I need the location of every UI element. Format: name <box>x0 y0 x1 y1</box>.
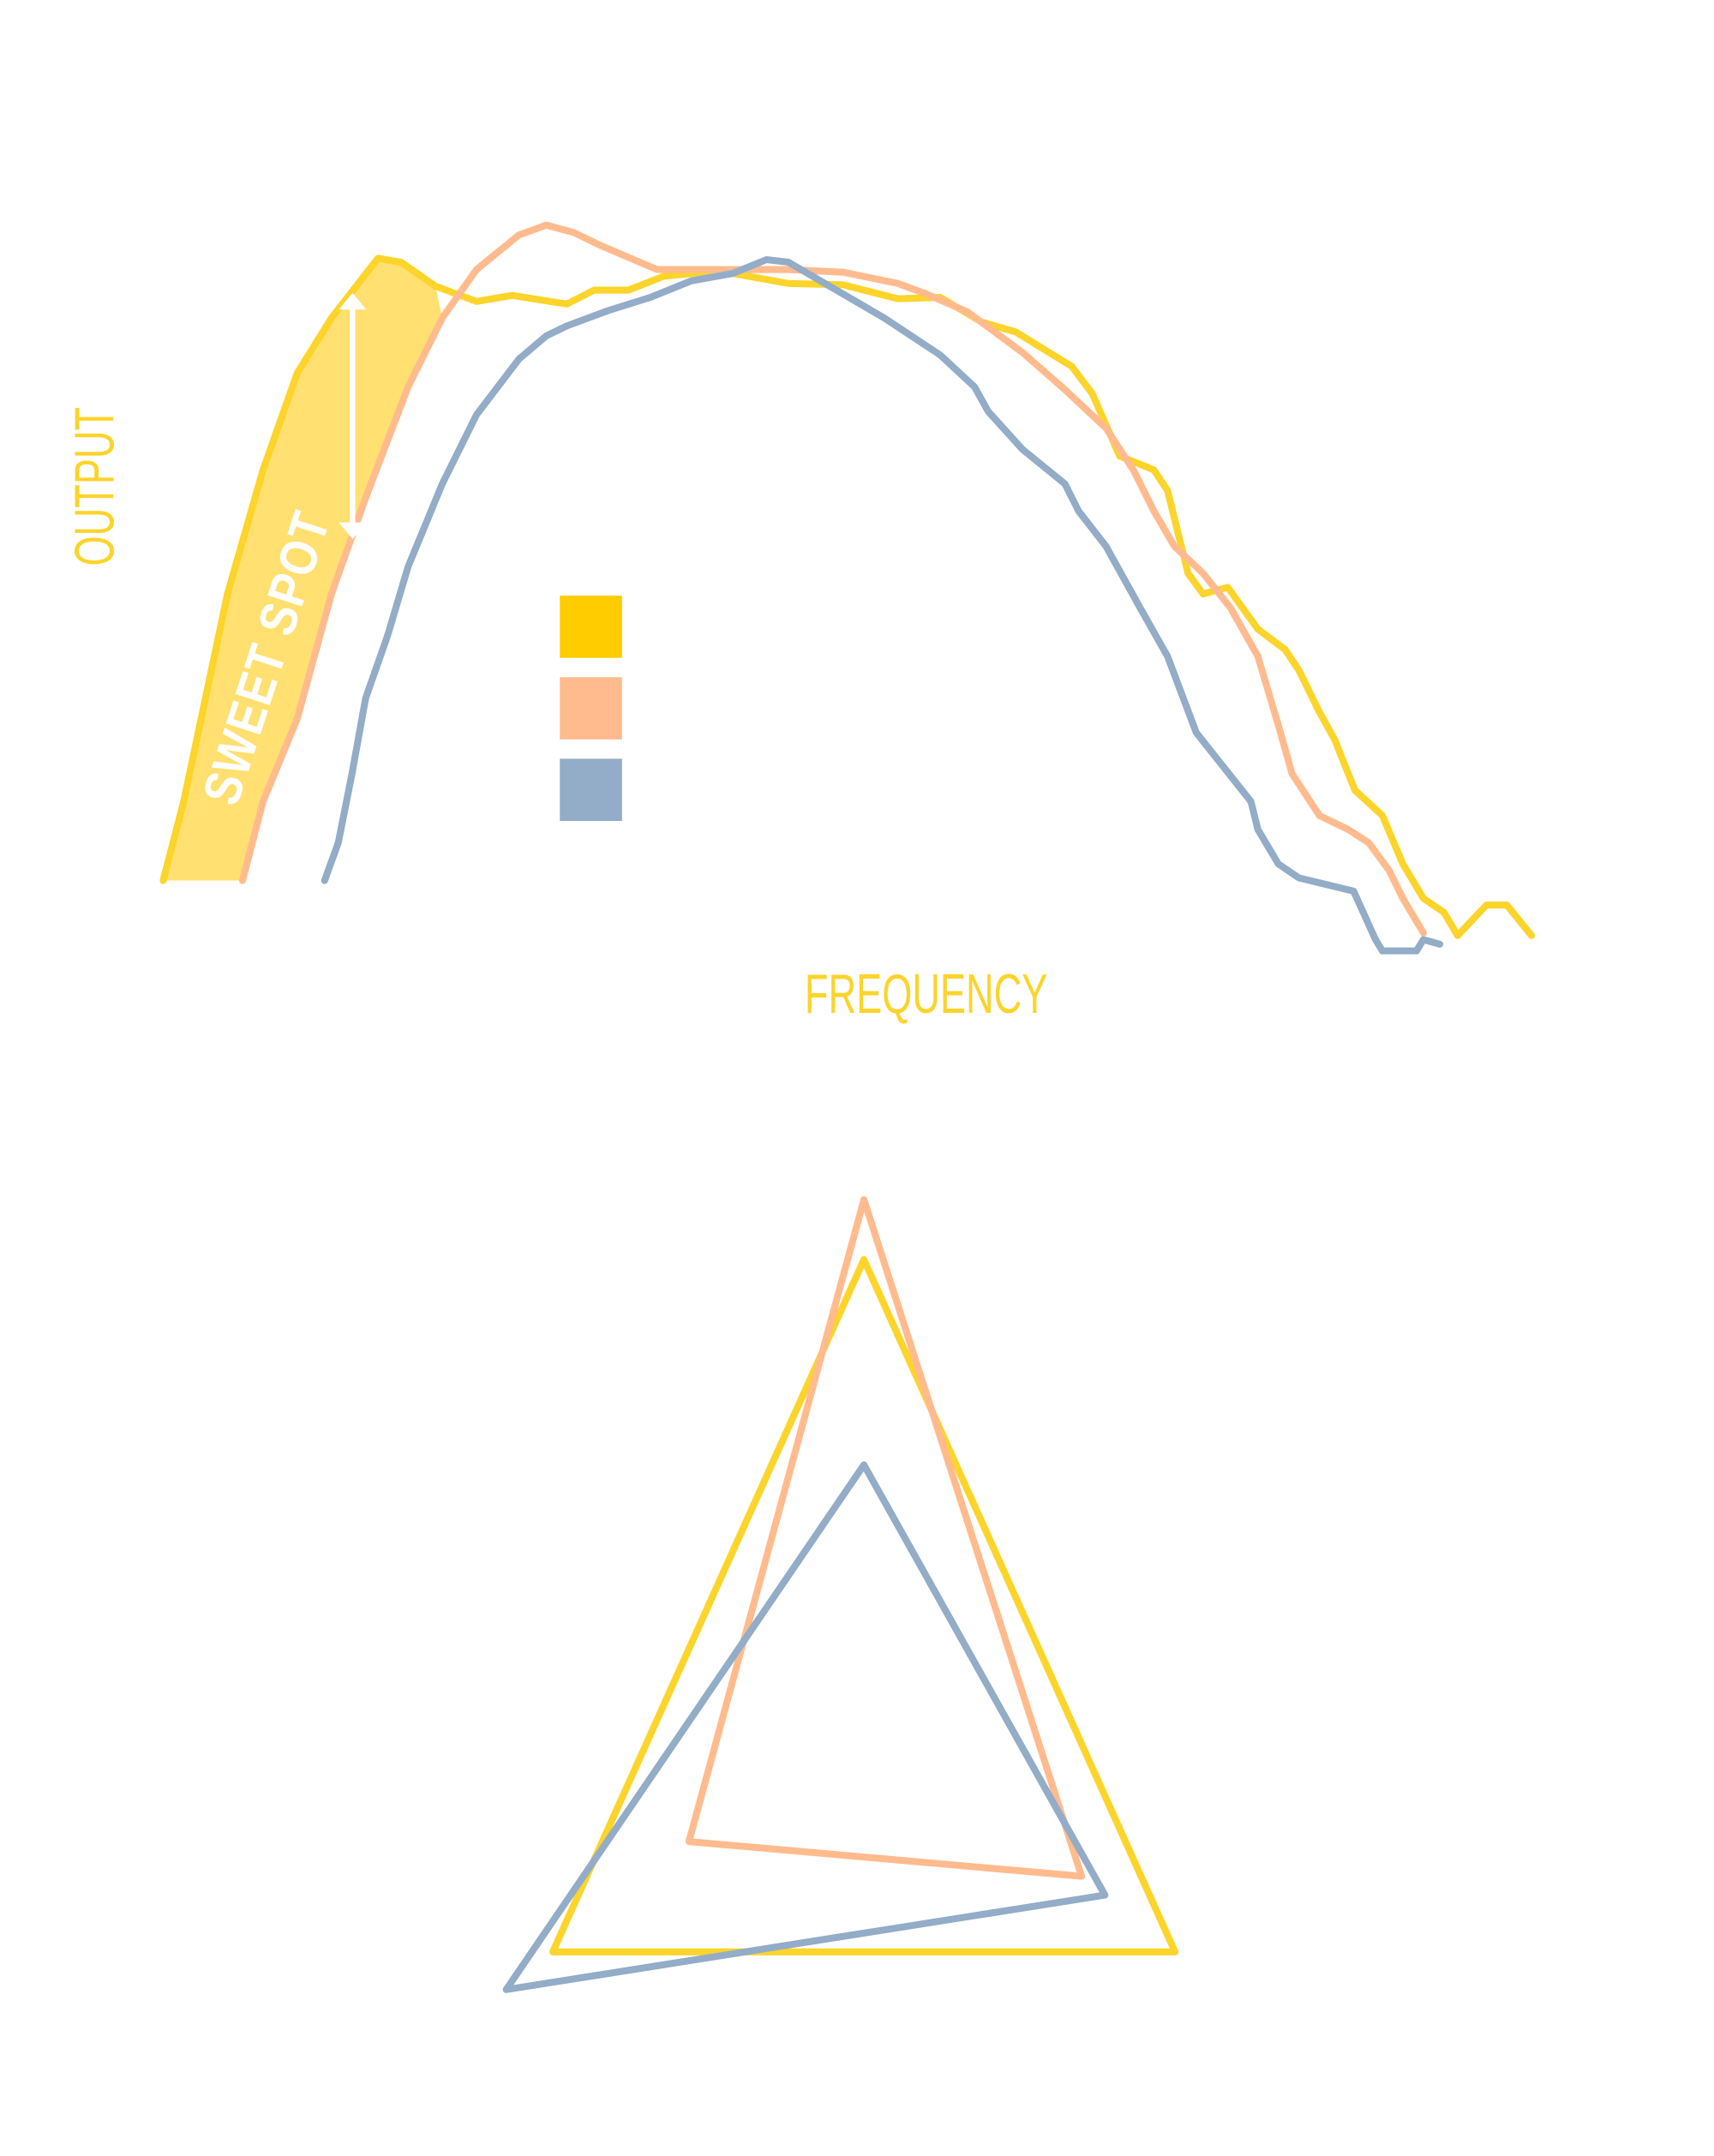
radar-series-blue <box>502 1461 1109 1993</box>
line-series-peach <box>238 221 1427 937</box>
radar-chart <box>502 1195 1179 1993</box>
line-series-blue <box>321 255 1444 955</box>
sweet-spot-arrow <box>339 292 367 539</box>
line-series-yellow <box>159 255 1536 939</box>
legend-swatch-peach <box>560 677 622 740</box>
legend <box>560 596 622 822</box>
line-series-group <box>159 221 1536 955</box>
x-axis-label: FREQUENCY <box>805 963 1047 1025</box>
y-axis-label: OUTPUT <box>63 407 125 566</box>
radar-series-peach <box>685 1195 1086 1880</box>
legend-swatch-blue <box>560 758 622 822</box>
sweet-spot-region <box>163 258 443 881</box>
sweet-spot-fill <box>163 258 443 881</box>
legend-swatch-yellow <box>560 596 622 658</box>
radar-series-yellow <box>548 1255 1179 1955</box>
